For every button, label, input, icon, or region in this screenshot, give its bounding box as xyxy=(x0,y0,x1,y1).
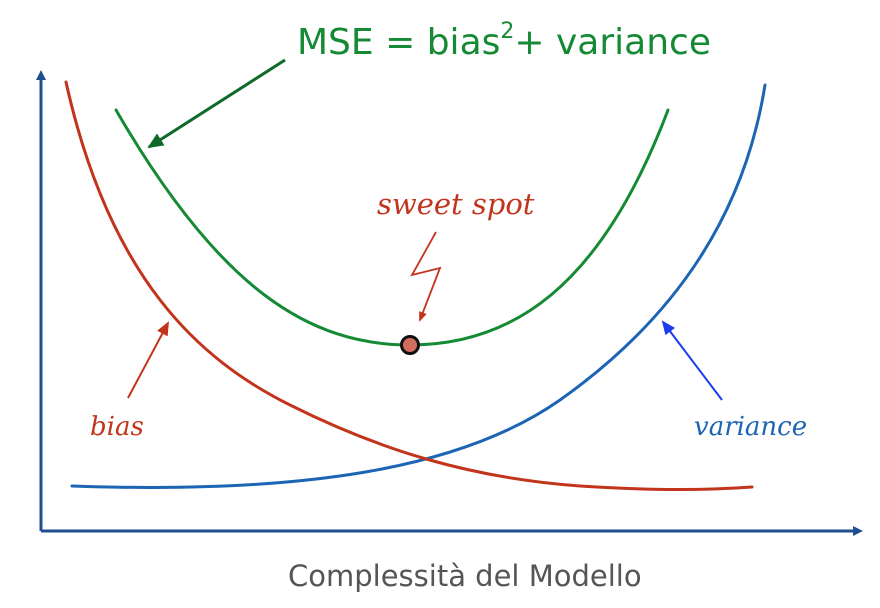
variance-arrow xyxy=(661,320,723,401)
sweet-spot-point xyxy=(400,335,420,355)
bias-arrow xyxy=(127,321,169,399)
mse-formula-prefix: MSE = bias xyxy=(297,22,500,63)
x-axis-label: Complessità del Modello xyxy=(288,559,642,593)
mse-formula-superscript: 2 xyxy=(500,19,514,44)
variance-label: variance xyxy=(694,412,807,442)
mse-arrow xyxy=(147,58,286,149)
bias-curve xyxy=(64,80,754,491)
variance-curve xyxy=(70,83,767,489)
sweet-spot-label: sweet spot xyxy=(377,187,535,221)
mse-formula-suffix: + variance xyxy=(514,22,711,63)
mse-formula-title: MSE = bias2+ variance xyxy=(297,19,711,63)
mse-curve xyxy=(114,108,670,347)
bias-label: bias xyxy=(90,412,144,442)
sweet-spot-arrow xyxy=(410,231,442,322)
